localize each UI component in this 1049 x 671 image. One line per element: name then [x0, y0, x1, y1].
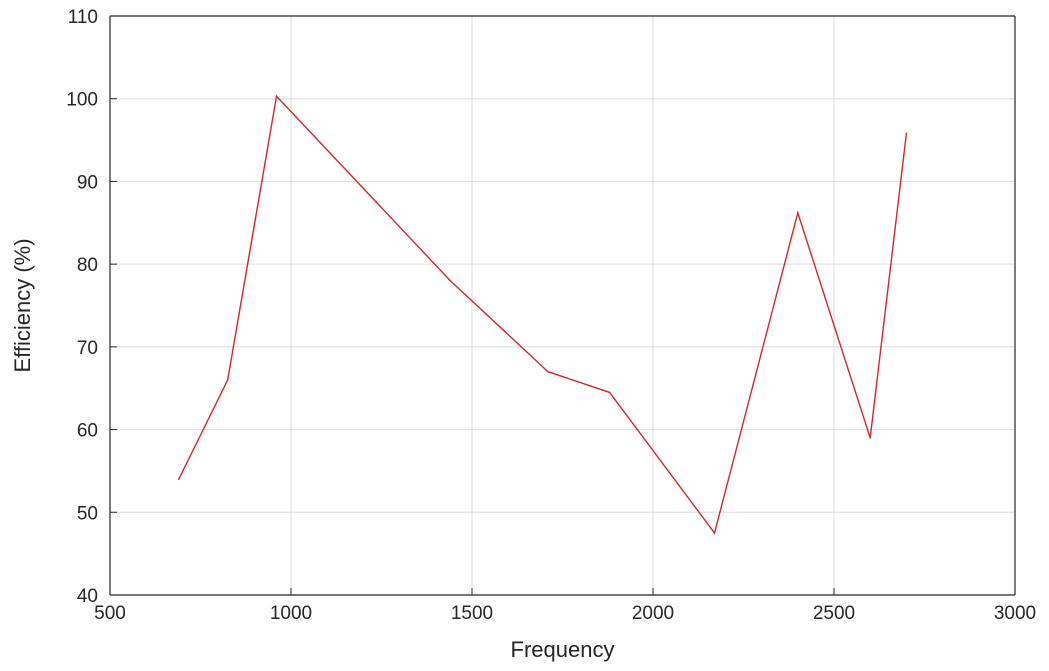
y-tick-label: 60 [77, 421, 98, 442]
x-tick-label: 1000 [270, 603, 312, 624]
plot-background [110, 16, 1015, 595]
y-axis-label: Efficiency (%) [10, 238, 35, 372]
x-tick-label: 3000 [994, 603, 1036, 624]
tick-labels: 500 1000 1500 2000 2500 3000 40 50 60 70 80 90 100 11… [66, 7, 1036, 624]
y-tick-label: 100 [66, 90, 98, 111]
x-tick-label: 2000 [632, 603, 674, 624]
data-point [869, 437, 871, 439]
y-tick-label: 50 [77, 503, 98, 524]
efficiency-series-line [178, 94, 908, 535]
data-point [905, 132, 908, 135]
x-tick-label: 2500 [813, 603, 855, 624]
data-point [275, 95, 278, 98]
x-tick-label: 1500 [451, 603, 493, 624]
data-point [608, 391, 611, 394]
y-tick-label: 110 [68, 7, 98, 28]
data-point [547, 370, 549, 373]
y-tick-label: 40 [77, 586, 98, 607]
y-tick-label: 80 [77, 255, 98, 276]
data-point [226, 379, 229, 381]
data-point [449, 279, 452, 282]
x-tick-label: 500 [94, 603, 126, 624]
y-tick-label: 90 [77, 172, 98, 193]
axes [109, 15, 1016, 596]
data-point [713, 532, 716, 534]
y-tick-label: 70 [77, 338, 98, 359]
series [177, 94, 908, 535]
data-point [797, 212, 799, 214]
data-point [177, 478, 180, 481]
x-axis-label: Frequency [511, 637, 615, 662]
